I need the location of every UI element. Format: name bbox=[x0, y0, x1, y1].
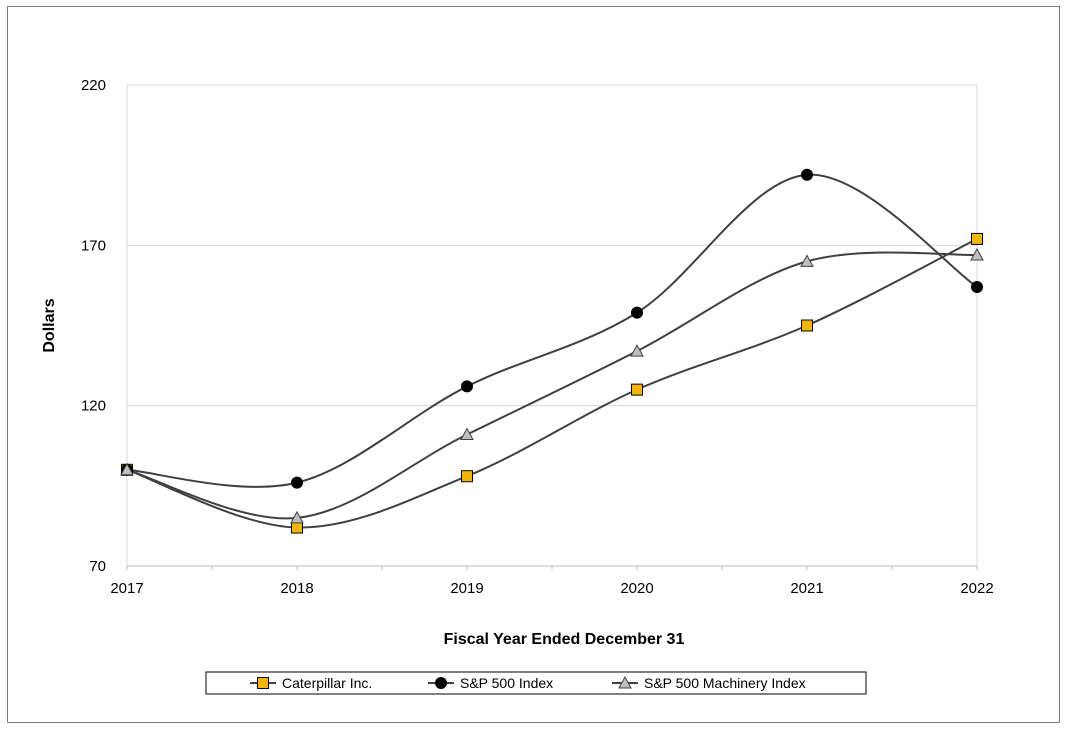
series-line-1 bbox=[126, 173, 978, 488]
gridlines bbox=[127, 84, 977, 407]
legend-marker-square bbox=[257, 677, 269, 689]
y-tick-label: 70 bbox=[89, 558, 106, 575]
data-point-circle bbox=[631, 306, 643, 319]
data-point-triangle bbox=[120, 462, 134, 476]
data-point-square bbox=[291, 521, 303, 534]
legend-box bbox=[205, 671, 867, 695]
x-tick-label: 2017 bbox=[110, 580, 143, 597]
x-axis-title: Fiscal Year Ended December 31 bbox=[444, 631, 685, 648]
data-point-triangle bbox=[290, 510, 304, 524]
data-point-circle bbox=[461, 380, 473, 393]
data-point-triangle bbox=[970, 247, 984, 261]
y-tick-label: 120 bbox=[81, 398, 106, 415]
data-point-square bbox=[971, 232, 983, 245]
series-line-0 bbox=[126, 238, 978, 529]
legend-label: S&P 500 Machinery Index bbox=[644, 675, 806, 691]
legend-marker-triangle bbox=[618, 675, 632, 689]
series-lines bbox=[126, 173, 978, 529]
data-point-square bbox=[631, 383, 643, 396]
data-point-triangle bbox=[800, 254, 814, 267]
series-line-2 bbox=[126, 251, 978, 520]
y-axis-ticks: 70 120 170 220 bbox=[81, 77, 106, 575]
data-point-circle bbox=[971, 281, 983, 294]
legend-label: Caterpillar Inc. bbox=[282, 675, 372, 691]
x-tick-label: 2021 bbox=[790, 580, 823, 597]
data-point-circle bbox=[801, 168, 813, 181]
y-axis-title: Dollars bbox=[41, 298, 58, 352]
y-tick-label: 170 bbox=[81, 237, 106, 254]
data-point-triangle bbox=[460, 427, 474, 441]
x-tick-label: 2020 bbox=[620, 580, 653, 597]
plot-area bbox=[126, 84, 978, 567]
data-point-square bbox=[461, 470, 473, 483]
series-markers bbox=[120, 168, 984, 534]
x-tick-label: 2019 bbox=[450, 580, 483, 597]
data-point-triangle bbox=[630, 344, 644, 357]
x-axis-ticks: 2017 2018 2019 2020 2021 2022 bbox=[110, 580, 993, 597]
data-point-circle bbox=[291, 476, 303, 489]
data-point-square bbox=[801, 319, 813, 332]
x-tick-label: 2022 bbox=[960, 580, 993, 597]
legend-marker-circle bbox=[435, 677, 447, 689]
x-tick-label: 2018 bbox=[280, 580, 313, 597]
y-tick-label: 220 bbox=[81, 77, 106, 94]
x-axis bbox=[126, 565, 978, 570]
legend-label: S&P 500 Index bbox=[460, 675, 553, 691]
legend: Caterpillar Inc. S&P 500 Index S&P 500 Mac… bbox=[205, 671, 867, 695]
chart-frame bbox=[7, 6, 1060, 723]
